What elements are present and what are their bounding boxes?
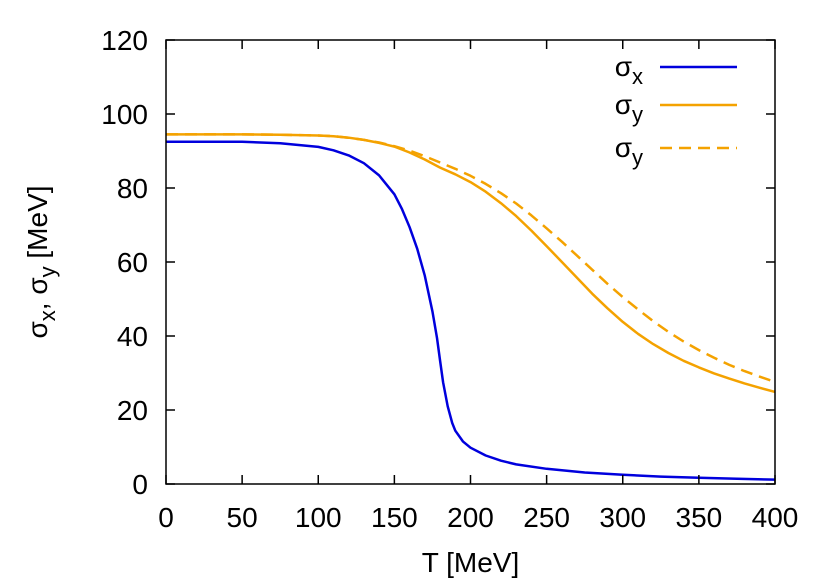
y-tick-label: 20 <box>117 395 148 426</box>
y-tick-label: 80 <box>117 173 148 204</box>
y-tick-label: 100 <box>101 99 148 130</box>
axes: 0 50 100 150 200 250 300 350 400 0 20 40 60 80 100 120 T… <box>22 25 798 578</box>
y-tick-label: 60 <box>117 247 148 278</box>
series-line-2 <box>166 133 775 394</box>
series-line-3 <box>166 133 775 384</box>
plot-area <box>166 133 775 481</box>
x-tick-label: 300 <box>599 502 646 533</box>
series-line-1 <box>166 140 775 481</box>
legend-label: σy <box>615 89 643 127</box>
x-tick-label: 350 <box>676 502 723 533</box>
plot-frame <box>165 39 776 485</box>
legend-label: σy <box>615 132 643 170</box>
y-tick-label: 40 <box>117 321 148 352</box>
x-axis-label: T [MeV] <box>422 547 520 578</box>
x-tick-label: 400 <box>752 502 799 533</box>
x-tick-label: 200 <box>447 502 494 533</box>
x-tick-label: 100 <box>295 502 342 533</box>
x-tick-label: 50 <box>227 502 258 533</box>
x-tick-label: 0 <box>158 502 174 533</box>
x-tick-label: 250 <box>523 502 570 533</box>
legend-label: σx <box>615 51 643 89</box>
x-tick-label: 150 <box>371 502 418 533</box>
y-tick-label: 120 <box>101 25 148 56</box>
y-tick-label: 0 <box>132 469 148 500</box>
y-axis-label: σx, σy [MeV] <box>22 185 60 338</box>
